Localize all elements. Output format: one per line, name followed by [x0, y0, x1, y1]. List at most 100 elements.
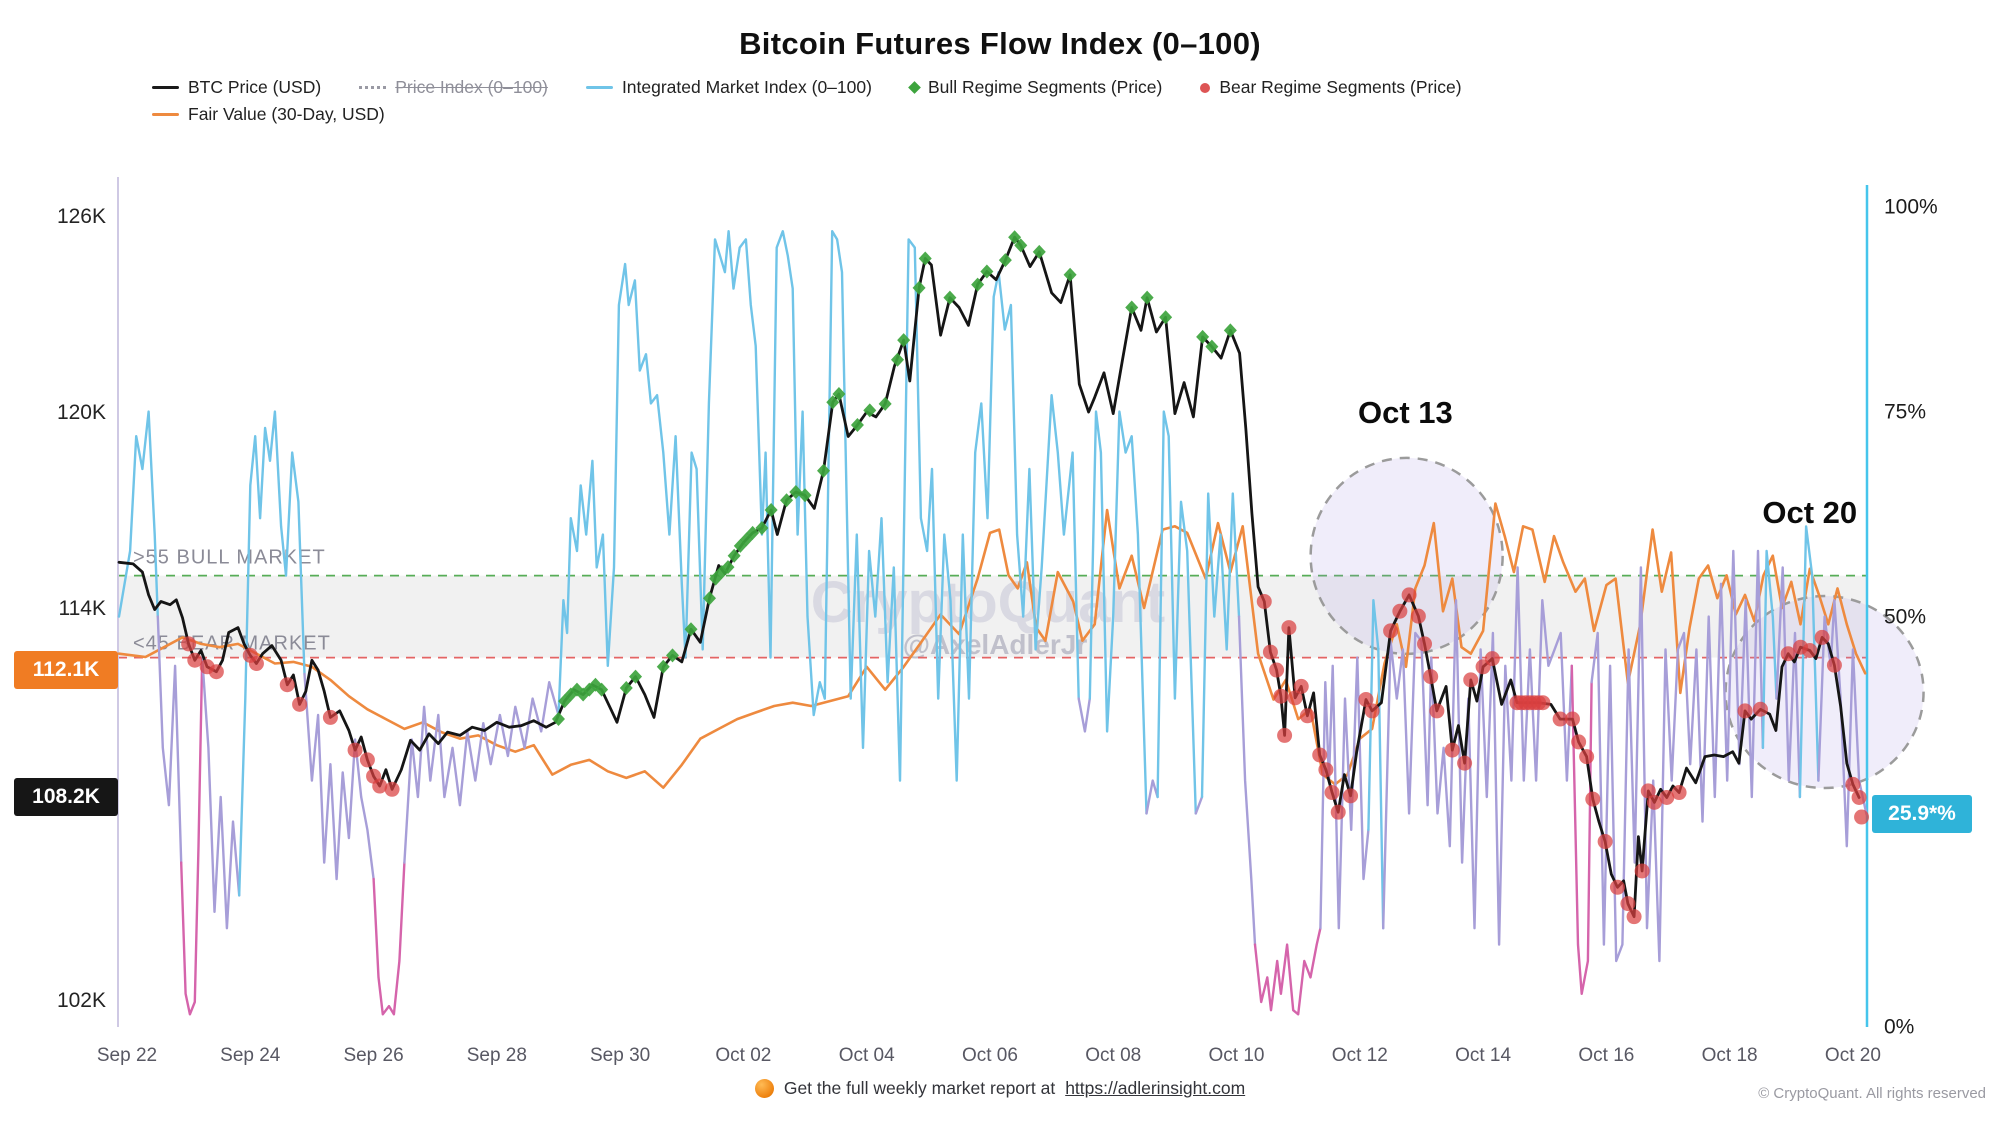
fair-value-line [117, 502, 1867, 790]
bear-threshold-label: <45 BEAR MARKET [133, 633, 331, 655]
bull-marker-icon [891, 352, 904, 367]
integrated-index-segment-sky [1798, 525, 1820, 799]
integrated-index-segment-lav [1381, 566, 1574, 946]
integrated-index-segment-lav [1145, 779, 1159, 815]
bear-marker-icon [1269, 662, 1285, 678]
bull-marker-icon [1125, 300, 1139, 315]
bull-marker-icon [1032, 244, 1046, 259]
price-tick-label: 114K [59, 597, 107, 620]
bull-marker-icon [551, 712, 565, 727]
bull-marker-icon [878, 396, 892, 411]
date-tick-label: Oct 04 [839, 1045, 895, 1066]
date-tick-label: Oct 10 [1209, 1045, 1265, 1066]
date-tick-label: Sep 28 [467, 1045, 527, 1066]
integrated-index-segment-sky [1761, 549, 1778, 749]
bull-marker-icon [1223, 323, 1237, 338]
bear-marker-icon [1851, 789, 1867, 805]
bear-marker-icon [1383, 623, 1399, 639]
bear-marker-icon [1620, 896, 1636, 912]
bear-marker-icon [1444, 742, 1460, 758]
bull-marker-icon [1014, 238, 1028, 253]
bull-marker-icon [666, 648, 680, 663]
index-tick-label: 0% [1884, 1016, 1914, 1039]
bear-marker-icon [1571, 734, 1587, 750]
bear-marker-icon [1854, 809, 1870, 825]
bull-marker-icon [817, 463, 831, 478]
legend-item-integrated-market-index[interactable]: Integrated Market Index (0–100) [585, 77, 872, 98]
bear-marker-icon [279, 677, 295, 693]
fair-value-last-badge: 112.1K [14, 651, 118, 689]
index-tick-label: 100% [1884, 196, 1938, 219]
copyright-text: © CryptoQuant. All rights reserved [1758, 1085, 1986, 1102]
bear-marker-icon [1634, 863, 1650, 879]
bear-marker-icon [1826, 657, 1842, 673]
bear-marker-icon [1312, 747, 1328, 763]
bear-marker-icon [248, 656, 264, 672]
bull-marker-icon [629, 669, 643, 684]
bull-marker-icon [764, 502, 778, 517]
annotation-label-1: Oct 20 [1762, 495, 1857, 530]
bear-marker-icon [1429, 703, 1445, 719]
integrated-index-segment-mag [179, 656, 204, 1016]
bull-marker-icon [897, 333, 911, 348]
bear-marker-icon [1273, 688, 1289, 704]
legend-item-bull-regime[interactable]: Bull Regime Segments (Price) [908, 77, 1162, 98]
integrated-index-segment-mag [372, 861, 406, 1016]
integrated-index-segment-mag [1253, 927, 1322, 1016]
bear-marker-icon [1401, 587, 1417, 603]
index-last-badge: 25.9*% [1872, 795, 1972, 833]
bear-marker-icon [1845, 776, 1861, 792]
bull-marker-icon [980, 264, 994, 279]
bear-marker-icon [1579, 749, 1595, 765]
bear-marker-icon [347, 742, 363, 758]
bull-marker-icon [727, 548, 741, 563]
footer-cta: Get the full weekly market report at htt… [0, 1078, 2000, 1099]
date-tick-label: Oct 16 [1578, 1045, 1634, 1066]
legend-item-btc-price[interactable]: BTC Price (USD) [152, 77, 321, 98]
report-link[interactable]: https://adlerinsight.com [1065, 1078, 1246, 1098]
integrated-index-segment-sky [557, 229, 1080, 782]
date-tick-label: Oct 08 [1085, 1045, 1141, 1066]
page-title: Bitcoin Futures Flow Index (0–100) [739, 26, 1261, 61]
bear-marker-icon [1463, 672, 1479, 688]
btc-price-last-badge: 108.2K [14, 778, 118, 816]
bear-regime-markers [181, 587, 1870, 925]
bear-marker-icon [1330, 804, 1346, 820]
bear-marker-icon [1626, 909, 1642, 925]
bull-diamond-swatch-icon [908, 81, 921, 94]
integrated-index-segment-mag [1570, 664, 1593, 995]
bear-marker-icon [1343, 788, 1359, 804]
bear-marker-icon [1597, 834, 1613, 850]
bull-marker-icon [1008, 230, 1022, 245]
integrated-index-segment-sky [1156, 410, 1198, 815]
bear-marker-icon [1752, 701, 1768, 717]
bull-marker-icon [1063, 267, 1077, 282]
date-tick-label: Sep 24 [220, 1045, 281, 1066]
bear-marker-icon [1423, 669, 1439, 685]
bull-marker-icon [755, 520, 769, 535]
legend-item-fair-value[interactable]: Fair Value (30-Day, USD) [152, 104, 385, 125]
legend-item-price-index[interactable]: Price Index (0–100) [359, 77, 548, 98]
bull-marker-icon [595, 682, 609, 697]
legend-item-bear-regime[interactable]: Bear Regime Segments (Price) [1200, 77, 1462, 98]
bull-marker-icon [684, 622, 698, 637]
bull-marker-icon [1140, 290, 1154, 305]
bear-marker-icon [1552, 711, 1568, 727]
bear-marker-icon [372, 778, 388, 794]
footer-cta-text: Get the full weekly market report at [783, 1078, 1056, 1098]
bear-marker-icon [1535, 695, 1551, 711]
bear-marker-icon [1609, 879, 1625, 895]
bull-marker-icon [832, 387, 846, 402]
bear-marker-icon [1324, 785, 1340, 801]
bull-marker-icon [780, 493, 794, 508]
bull-marker-icon [943, 290, 957, 305]
bear-marker-icon [181, 636, 197, 652]
integrated-index-segment-lav [1077, 697, 1092, 733]
bear-marker-icon [1484, 651, 1500, 667]
integrated-index-segment-lav [1237, 615, 1257, 946]
bull-marker-icon [798, 488, 812, 503]
watermark-handle: @AxelAdlerJr [903, 629, 1088, 660]
bull-marker-icon [746, 525, 760, 540]
date-tick-label: Oct 20 [1825, 1045, 1881, 1066]
